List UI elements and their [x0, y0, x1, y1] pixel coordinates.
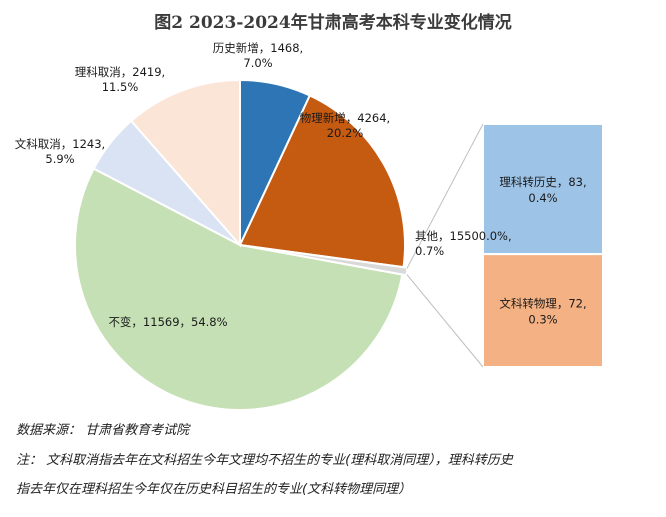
pie-slice-5	[129, 78, 241, 248]
connector-line-top	[406, 123, 484, 269]
source-note: 数据来源： 甘肃省教育考试院	[16, 423, 190, 438]
label-group: 历史新增，1468, 7.0% 物理新增，4264, 20.2% 其他，15500.0%…	[15, 41, 587, 329]
breakout-label-0: 理科转历史，83, 0.4%	[499, 175, 586, 205]
pie-label-1: 物理新增，4264, 20.2%	[300, 111, 390, 140]
breakout-bar-segment-1	[482, 253, 604, 368]
pie-label-0: 历史新增，1468, 7.0%	[213, 41, 303, 70]
chart-title: 图2 2023-2024年甘肃高考本科专业变化情况	[154, 13, 512, 33]
breakout-bar-group	[406, 123, 604, 368]
connector-line-bottom	[406, 274, 484, 368]
breakout-label-1: 文科转物理，72, 0.3%	[499, 297, 586, 327]
pie-label-4: 文科取消，1243, 5.9%	[15, 137, 105, 166]
pie-label-2: 其他，15500.0%, 0.7%	[415, 229, 512, 258]
pie-group	[74, 78, 409, 411]
pie-slice-3	[74, 167, 404, 411]
pie-label-5: 理科取消，2419, 11.5%	[75, 65, 165, 94]
pie-label-3: 不变，11569，54.8%	[108, 315, 227, 329]
footnote-line-2: 指去年仅在理科招生今年仅在历史科目招生的专业(文科转物理同理）	[16, 482, 412, 497]
breakout-bar-segment-0	[482, 123, 604, 256]
pie-slice-1	[238, 94, 406, 269]
footnote-line-1: 注： 文科取消指去年在文科招生今年文理均不招生的专业(理科取消同理），理科转历史	[16, 453, 513, 468]
